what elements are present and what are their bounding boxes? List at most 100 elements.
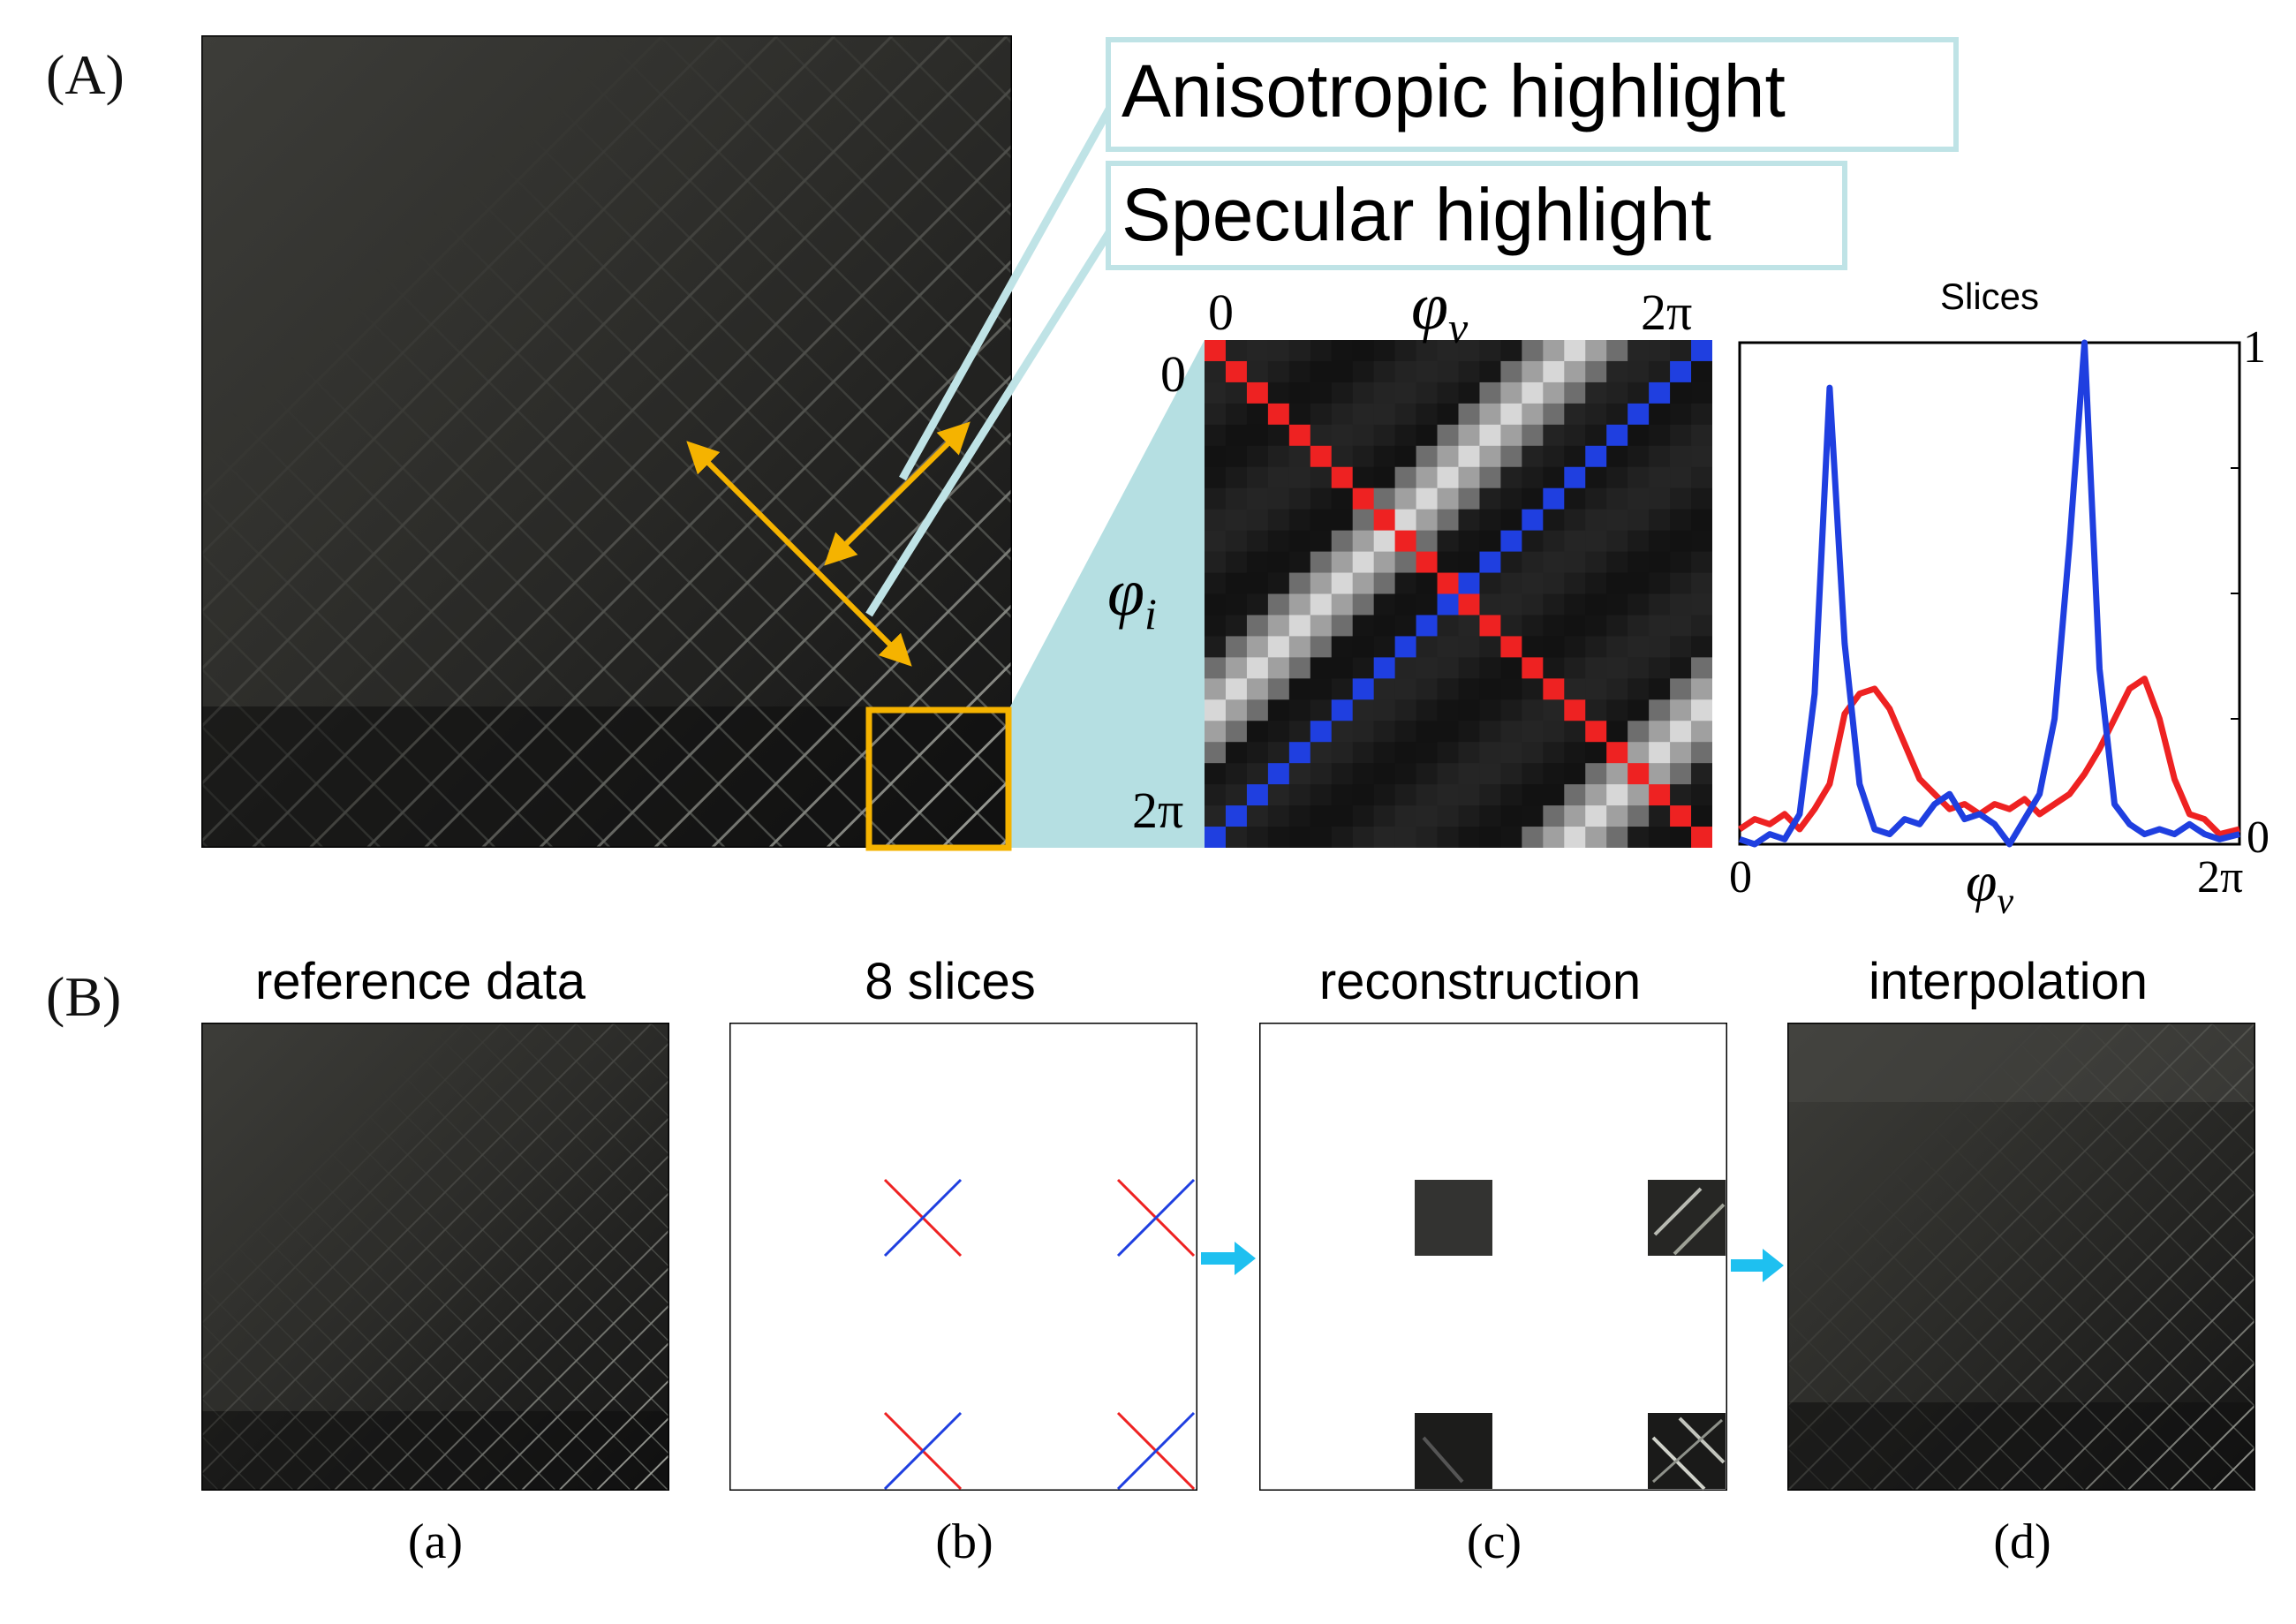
- matrix-cell: [1606, 360, 1628, 383]
- matrix-cell: [1373, 403, 1396, 426]
- matrix-cell: [1585, 636, 1607, 658]
- matrix-cell: [1225, 509, 1248, 532]
- matrix-cell: [1205, 763, 1227, 785]
- matrix-cell: [1310, 381, 1333, 404]
- matrix-cell: [1225, 551, 1248, 574]
- matrix-cell: [1500, 763, 1522, 785]
- matrix-cell: [1564, 445, 1586, 468]
- matrix-cell: [1437, 827, 1459, 848]
- matrix-cell: [1670, 424, 1692, 447]
- matrix-cell: [1352, 403, 1375, 426]
- matrix-cell: [1225, 572, 1248, 594]
- matrix-cell: [1670, 636, 1692, 658]
- matrix-cell: [1352, 593, 1375, 616]
- matrix-cell: [1416, 678, 1439, 700]
- matrix-cell: [1225, 784, 1248, 806]
- matrix-cell: [1628, 381, 1650, 404]
- matrix-cell: [1564, 593, 1586, 616]
- matrix-cell: [1500, 340, 1522, 362]
- matrix-cell: [1606, 763, 1628, 785]
- matrix-cell: [1628, 509, 1650, 532]
- matrix-cell: [1246, 742, 1269, 764]
- matrix-cell: [1649, 827, 1671, 848]
- matrix-cell: [1331, 827, 1354, 848]
- matrix-cell: [1649, 699, 1671, 721]
- matrix-y-sub: i: [1144, 589, 1157, 639]
- matrix-cell: [1310, 340, 1333, 362]
- matrix-cell: [1585, 381, 1607, 404]
- matrix-cell: [1691, 403, 1712, 426]
- matrix-cell: [1246, 487, 1269, 510]
- matrix-cell: [1437, 403, 1459, 426]
- matrix-cell: [1606, 699, 1628, 721]
- matrix-cell: [1352, 340, 1375, 362]
- matrix-cell: [1564, 763, 1586, 785]
- matrix-cell: [1373, 742, 1396, 764]
- matrix-cell: [1628, 805, 1650, 827]
- matrix-cell: [1267, 678, 1290, 700]
- matrix-cell: [1522, 721, 1544, 743]
- matrix-cell: [1205, 403, 1227, 426]
- matrix-cell: [1543, 636, 1565, 658]
- matrix-cell: [1585, 340, 1607, 362]
- matrix-cell: [1267, 466, 1290, 489]
- matrix-cell: [1267, 487, 1290, 510]
- matrix-cell: [1288, 678, 1311, 700]
- matrix-cell: [1437, 805, 1459, 827]
- matrix-cell: [1288, 657, 1311, 679]
- zoom-wedge: [1008, 340, 1205, 848]
- chart-plot-frame: [1738, 341, 2241, 846]
- matrix-cell: [1500, 721, 1522, 743]
- matrix-cell: [1225, 487, 1248, 510]
- matrix-cell: [1267, 657, 1290, 679]
- chart-title: Slices: [1940, 276, 2039, 317]
- matrix-cell: [1543, 551, 1565, 574]
- matrix-cell: [1479, 572, 1501, 594]
- matrix-cell: [1373, 615, 1396, 637]
- matrix-cell: [1288, 742, 1311, 764]
- matrix-cell: [1310, 424, 1333, 447]
- matrix-cell: [1606, 340, 1628, 362]
- matrix-cell: [1205, 509, 1227, 532]
- matrix-cell: [1606, 636, 1628, 658]
- arrow-slices-to-reconstruction: [1201, 1242, 1256, 1275]
- matrix-cell: [1628, 763, 1650, 785]
- matrix-cell: [1437, 615, 1459, 637]
- matrix-cell: [1394, 403, 1417, 426]
- matrix-cell: [1205, 657, 1227, 679]
- matrix-cell: [1352, 424, 1375, 447]
- matrix-cell: [1479, 721, 1501, 743]
- matrix-cell: [1331, 509, 1354, 532]
- matrix-cell: [1394, 763, 1417, 785]
- matrix-cell: [1585, 466, 1607, 489]
- matrix-cell: [1352, 784, 1375, 806]
- matrix-cell: [1310, 445, 1333, 468]
- matrix-cell: [1585, 487, 1607, 510]
- matrix-cell: [1205, 805, 1227, 827]
- matrix-cell: [1585, 699, 1607, 721]
- matrix-cell: [1543, 593, 1565, 616]
- caption-a: (a): [407, 1514, 464, 1569]
- matrix-cell: [1628, 699, 1650, 721]
- matrix-cell: [1691, 636, 1712, 658]
- matrix-cell: [1649, 763, 1671, 785]
- matrix-x-var: φ: [1411, 269, 1449, 344]
- matrix-cell: [1331, 593, 1354, 616]
- matrix-cell: [1564, 657, 1586, 679]
- step-title-interpolation: interpolation: [1869, 953, 2148, 1010]
- matrix-cell: [1691, 572, 1712, 594]
- matrix-cell: [1310, 487, 1333, 510]
- matrix-cell: [1416, 827, 1439, 848]
- matrix-cell: [1437, 509, 1459, 532]
- matrix-cell: [1246, 403, 1269, 426]
- matrix-cell: [1628, 445, 1650, 468]
- matrix-cell: [1606, 827, 1628, 848]
- matrix-cell: [1564, 721, 1586, 743]
- matrix-cell: [1205, 784, 1227, 806]
- matrix-cell: [1246, 445, 1269, 468]
- matrix-cell: [1585, 445, 1607, 468]
- matrix-cell: [1564, 530, 1586, 553]
- matrix-cell: [1225, 445, 1248, 468]
- matrix-cell: [1564, 784, 1586, 806]
- matrix-cell: [1225, 763, 1248, 785]
